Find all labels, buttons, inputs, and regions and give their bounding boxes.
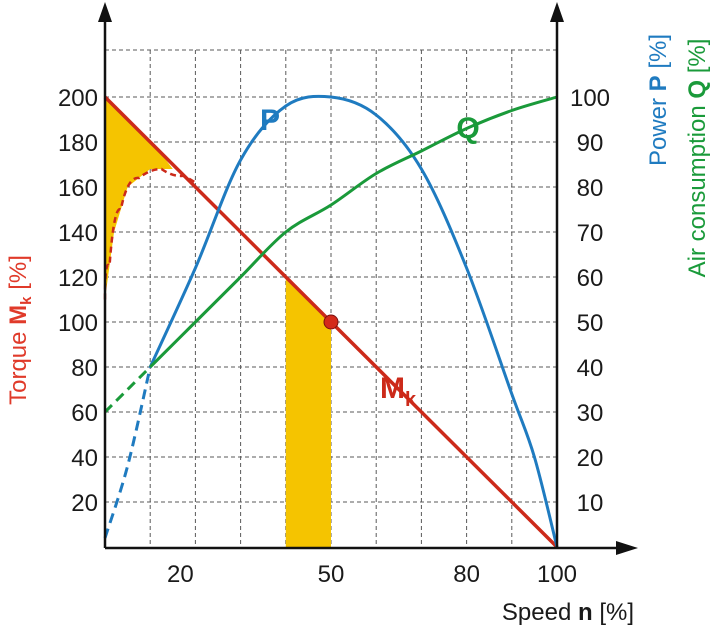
highlight-band: [285, 277, 331, 547]
x-axis-title-symbol: n: [578, 599, 593, 626]
x-tick-label: 80: [453, 561, 480, 588]
y-left-tick-label: 180: [58, 130, 98, 157]
series-layer: [103, 94, 559, 549]
x-tick-label: 100: [537, 561, 577, 588]
axes: [98, 2, 638, 555]
y-right-tick-label: 70: [577, 220, 604, 247]
series-label-p: P: [260, 104, 280, 137]
y-right-tick-label: 10: [577, 490, 604, 517]
y-left-axis-arrow: [98, 2, 112, 22]
x-axis-title-prefix: Speed: [502, 599, 578, 626]
series-label-mk-main: M: [380, 372, 405, 405]
y-right-axis-arrow: [550, 2, 564, 22]
starting-zone-lower-curve: [103, 167, 197, 300]
x-axis-title-unit: [%]: [593, 599, 634, 626]
x-tick-label: 20: [167, 561, 194, 588]
y-right-power-axis-title: Power P [%]: [645, 34, 672, 166]
series-label-q: Q: [456, 112, 479, 145]
y-left-axis-title-subscript: k: [18, 296, 35, 305]
series-label-mk: Mk: [380, 372, 417, 411]
series-p-line: [148, 94, 559, 548]
y-left-axis-title-unit: [%]: [5, 255, 32, 296]
y-left-tick-label: 20: [71, 490, 98, 517]
y-right-tick-label: 40: [577, 355, 604, 382]
y-left-tick-label: 60: [71, 400, 98, 427]
y-right-tick-label: 90: [577, 130, 604, 157]
y-left-tick-label: 100: [58, 310, 98, 337]
y-left-tick-label: 200: [58, 85, 98, 112]
y-right-air-axis-title-prefix: Air consumption: [684, 99, 711, 278]
y-right-air-axis-title-unit: [%]: [684, 39, 711, 80]
y-left-axis-title: Torque Mk [%]: [5, 255, 35, 405]
tick-labels: 20 40 60 80 100 120 140 160 180 200 10 20 30 40 50 60 70…: [58, 85, 610, 588]
y-left-axis-title-symbol: M: [5, 305, 32, 325]
y-right-power-axis-title-unit: [%]: [645, 34, 672, 75]
y-right-tick-label: 60: [577, 265, 604, 292]
y-right-power-axis-title-symbol: P: [645, 75, 672, 91]
y-left-axis-title-prefix: Torque: [5, 325, 32, 405]
series-label-mk-subscript: k: [405, 389, 417, 411]
y-right-tick-label: 80: [577, 175, 604, 202]
series-p-dashed-line: [103, 366, 152, 539]
y-right-tick-label: 30: [577, 400, 604, 427]
y-right-air-axis-title: Air consumption Q [%]: [684, 39, 711, 278]
y-right-power-axis-title-prefix: Power: [645, 91, 672, 166]
x-axis-arrow: [616, 541, 638, 555]
y-right-tick-label: 50: [577, 310, 604, 337]
y-right-tick-label: 100: [570, 85, 610, 112]
y-right-tick-label: 20: [577, 445, 604, 472]
y-left-tick-label: 40: [71, 445, 98, 472]
y-left-tick-label: 120: [58, 265, 98, 292]
y-left-tick-label: 140: [58, 220, 98, 247]
starting-zone-lower-fill: [105, 97, 173, 300]
series-q-dashed-line: [103, 365, 152, 414]
series-q-line: [149, 95, 558, 369]
x-tick-label: 50: [318, 561, 345, 588]
y-right-air-axis-title-symbol: Q: [684, 80, 711, 99]
operating-point: [323, 314, 339, 330]
y-left-tick-label: 80: [71, 355, 98, 382]
y-left-tick-label: 160: [58, 175, 98, 202]
x-axis-title: Speed n [%]: [502, 599, 634, 626]
